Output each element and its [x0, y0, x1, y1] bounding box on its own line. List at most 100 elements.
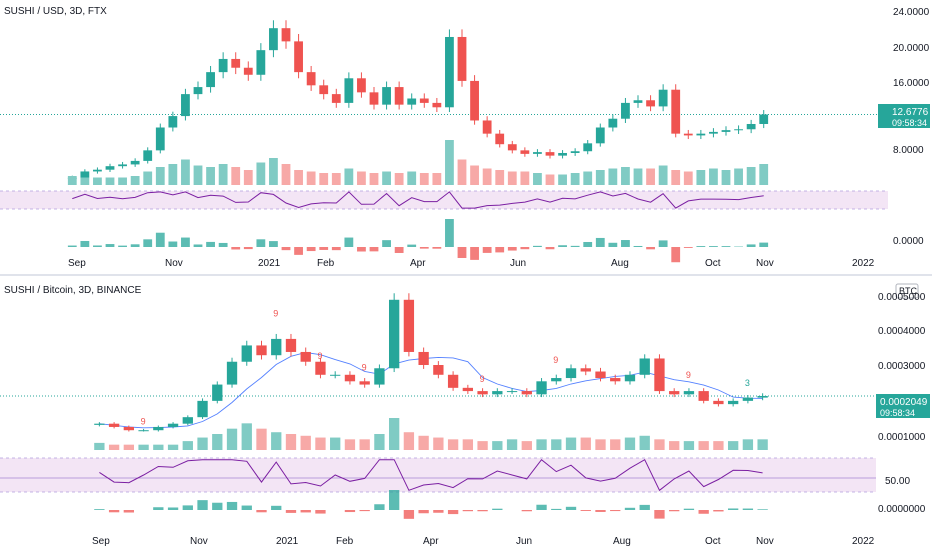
macd-bar [227, 502, 237, 510]
top-rsi-band [0, 191, 888, 209]
volume-bar [743, 439, 753, 450]
macd-bar [608, 243, 617, 247]
volume-bar [684, 441, 694, 450]
volume-bar [231, 167, 240, 185]
candle-body [109, 424, 119, 427]
macd-bar [360, 510, 370, 511]
candle-body [728, 401, 738, 404]
candle-body [93, 170, 102, 172]
candle-body [483, 120, 492, 133]
candle-body [256, 50, 265, 75]
sequential-count-marker: 9 [480, 374, 485, 384]
macd-bar [583, 242, 592, 247]
bottom-rsi-band [0, 458, 876, 492]
candle-body [495, 134, 504, 145]
candle-body [743, 398, 753, 401]
candle-body [181, 94, 190, 116]
top-y-tick: 20.0000 [893, 43, 930, 54]
candle-body [407, 99, 416, 105]
top-x-tick: 2022 [852, 258, 875, 269]
bottom-y-tick: 0.0004000 [878, 326, 926, 337]
macd-bar [212, 503, 222, 510]
sequential-count-marker: 3 [745, 378, 750, 388]
macd-bar [522, 510, 532, 511]
volume-bar [332, 173, 341, 185]
volume-bar [757, 439, 767, 450]
candle-body [138, 430, 148, 431]
volume-bar [433, 438, 443, 450]
volume-bar [659, 166, 668, 186]
volume-bar [492, 441, 502, 450]
candle-body [722, 130, 731, 132]
candle-body [445, 37, 454, 107]
sequential-count-marker: 9 [273, 309, 278, 319]
candle-body [344, 78, 353, 103]
volume-bar [156, 167, 165, 185]
volume-bar [713, 441, 723, 450]
candle-body [256, 345, 266, 355]
candle-body [271, 339, 281, 355]
volume-bar [374, 434, 384, 450]
candle-body [420, 99, 429, 103]
macd-bar [131, 244, 140, 247]
macd-bar [256, 510, 266, 512]
volume-bar [194, 166, 203, 186]
volume-bar [181, 160, 190, 186]
macd-bar [418, 510, 428, 513]
bottom-x-tick: Aug [613, 536, 631, 547]
volume-bar [244, 170, 253, 185]
volume-bar [106, 178, 115, 186]
volume-bar [168, 164, 177, 185]
macd-bar [448, 510, 458, 514]
candle-body [168, 424, 178, 427]
macd-bar [194, 244, 203, 247]
candle-body [571, 151, 580, 153]
macd-bar [168, 242, 177, 247]
volume-bar [345, 439, 355, 450]
candle-body [610, 378, 620, 381]
macd-bar [269, 241, 278, 247]
volume-bar [654, 439, 664, 450]
candle-body [757, 396, 767, 398]
macd-bar [621, 240, 630, 247]
volume-bar [728, 441, 738, 450]
candle-body [244, 68, 253, 75]
macd-bar [728, 508, 738, 510]
volume-bar [294, 170, 303, 185]
bottom-x-tick: 2021 [276, 536, 299, 547]
volume-bar [301, 436, 311, 450]
volume-bar [360, 439, 370, 450]
macd-bar [197, 500, 207, 510]
candle-body [395, 87, 404, 105]
top-countdown: 09:58:34 [892, 118, 927, 128]
top-y-tick: 8.0000 [893, 145, 924, 156]
candle-body [709, 132, 718, 134]
macd-bar [68, 246, 77, 247]
macd-bar [168, 507, 178, 510]
volume-bar [118, 178, 127, 186]
bottom-countdown: 09:58:34 [880, 408, 915, 418]
candle-body [581, 368, 591, 371]
volume-bar [153, 445, 163, 450]
candle-body [80, 171, 89, 177]
candle-body [433, 365, 443, 375]
candle-body [345, 375, 355, 382]
bottom-x-tick: Apr [423, 536, 439, 547]
volume-bar [131, 176, 140, 185]
candle-body [197, 401, 207, 417]
volume-bar [183, 441, 193, 450]
macd-bar [370, 247, 379, 251]
top-x-tick: 2021 [258, 258, 281, 269]
macd-bar [315, 510, 325, 514]
candle-body [546, 152, 555, 156]
macd-bar [407, 245, 416, 247]
volume-bar [671, 170, 680, 185]
candle-body [374, 368, 384, 384]
volume-bar [571, 173, 580, 185]
candle-body [212, 385, 222, 401]
volume-bar [330, 438, 340, 450]
macd-bar [646, 247, 655, 249]
volume-bar [404, 432, 414, 450]
bottom-chart-title: SUSHI / Bitcoin, 3D, BINANCE [4, 285, 142, 296]
volume-bar [219, 164, 228, 185]
